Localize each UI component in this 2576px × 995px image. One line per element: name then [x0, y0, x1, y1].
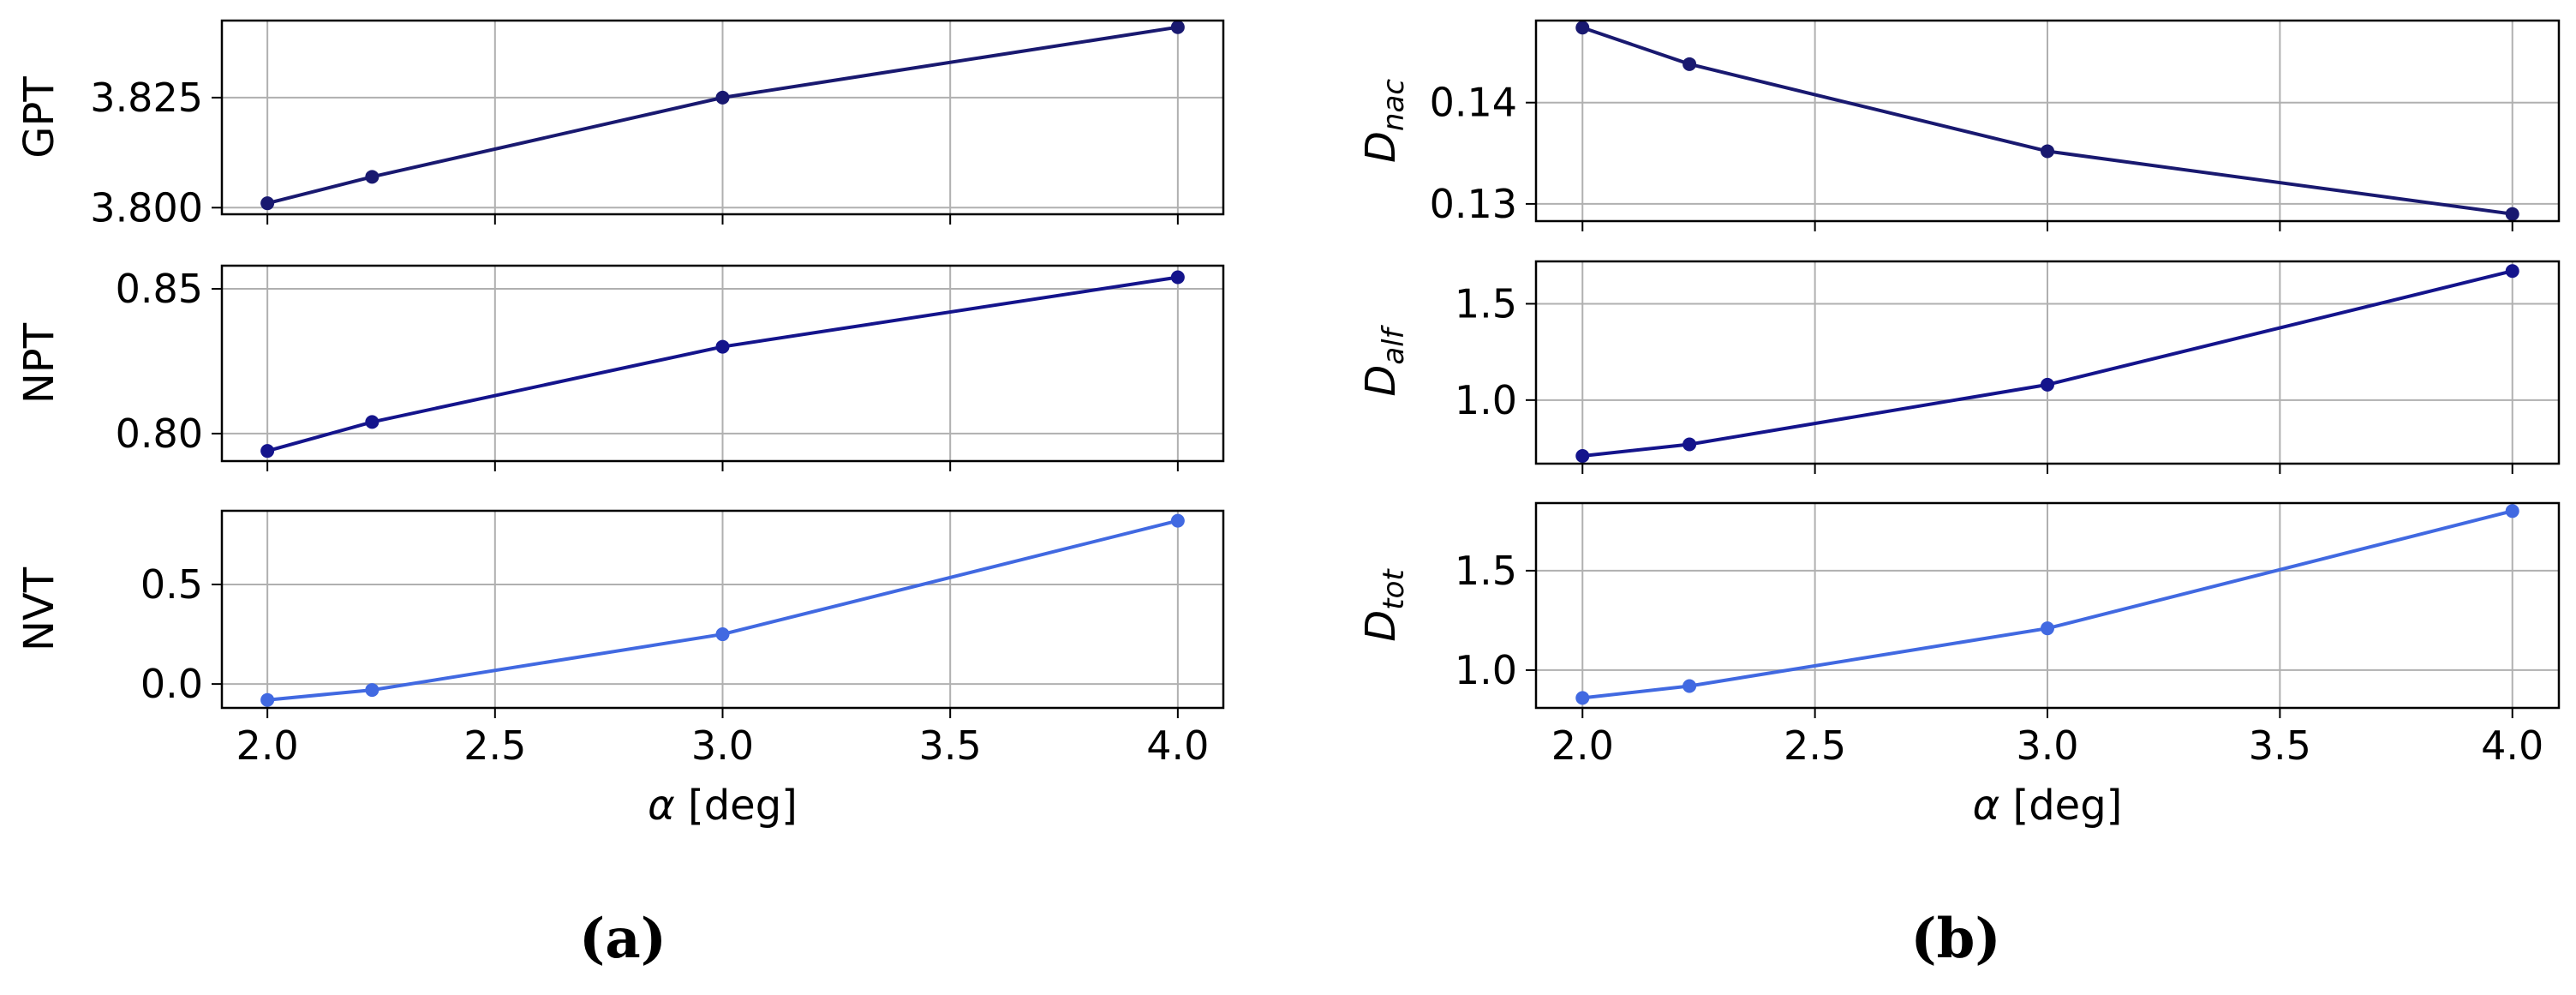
y-axis-label: GPT	[15, 76, 63, 159]
plot-frame	[1534, 501, 2561, 710]
chart-a-1: 3.800 3.825 GPT	[15, 19, 1225, 231]
data-point	[715, 90, 730, 105]
y-tick-label: 1.5	[1455, 280, 1517, 327]
x-tick-label: 3.0	[691, 722, 754, 769]
x-tick-label: 3.0	[2016, 722, 2078, 769]
data-point	[1170, 513, 1185, 528]
chart-b-1: 0.13 0.14 Dnac	[1357, 19, 2561, 231]
x-axis-label: α [deg]	[648, 782, 798, 830]
data-point	[260, 196, 275, 211]
data-point	[2505, 264, 2519, 279]
series-line	[1582, 509, 2513, 700]
plot-frame	[220, 19, 1225, 216]
chart-b-3: 2.0 2.5 3.0 3.5 4.0 1.0 1.5 Dtot α [deg]	[1357, 501, 2561, 830]
x-tick-label: 4.0	[1146, 722, 1209, 769]
plot-frame	[220, 264, 1225, 463]
caption-b: (b)	[1910, 907, 2001, 971]
y-tick-label: 0.5	[140, 561, 203, 608]
x-tick-label: 2.5	[1784, 722, 1846, 769]
data-point	[1575, 691, 1590, 705]
y-axis-label: NVT	[15, 566, 63, 651]
data-point	[2041, 144, 2054, 159]
data-point	[715, 339, 730, 354]
series-line	[266, 518, 1179, 702]
data-point	[365, 683, 380, 698]
data-point	[1682, 679, 1697, 693]
data-point	[2505, 207, 2519, 221]
y-axis-label: Dalf	[1357, 324, 1411, 396]
y-axis-label: Dnac	[1357, 79, 1411, 163]
x-tick-label: 2.0	[236, 722, 299, 769]
plot-frame	[220, 509, 1225, 710]
data-point	[1682, 437, 1697, 452]
y-tick-label: 0.13	[1430, 181, 1517, 227]
y-tick-label: 1.0	[1455, 377, 1517, 423]
y-tick-label: 0.0	[140, 661, 203, 707]
data-point	[365, 170, 380, 184]
data-point	[715, 627, 730, 642]
data-point	[1575, 21, 1590, 35]
plot-frame	[1534, 260, 2561, 465]
y-tick-label: 1.0	[1455, 647, 1517, 693]
y-tick-label: 1.5	[1455, 548, 1517, 594]
x-tick-label: 2.5	[463, 722, 526, 769]
data-point	[1170, 20, 1185, 34]
y-tick-label: 0.85	[116, 266, 203, 312]
chart-a-2: 0.80 0.85 NPT	[15, 264, 1225, 471]
y-tick-label: 3.800	[90, 184, 203, 231]
caption-a: (a)	[578, 907, 667, 971]
x-tick-label: 4.0	[2481, 722, 2543, 769]
y-tick-label: 0.14	[1430, 80, 1517, 126]
data-point	[260, 692, 275, 707]
x-axis-label: α [deg]	[1973, 782, 2123, 830]
data-point	[1170, 270, 1185, 285]
series-line	[1581, 26, 2513, 216]
y-axis-label: NPT	[15, 322, 63, 404]
x-tick-label: 3.5	[2249, 722, 2311, 769]
chart-a-3: 2.0 2.5 3.0 3.5 4.0 0.0 0.5 NVT α [deg]	[15, 509, 1225, 830]
series-line	[1582, 269, 2513, 458]
series-line	[266, 25, 1179, 206]
data-point	[365, 415, 380, 429]
y-axis-label: Dtot	[1357, 568, 1411, 642]
x-tick-label: 2.0	[1551, 722, 1614, 769]
data-point	[1682, 57, 1697, 71]
y-tick-label: 0.80	[116, 411, 203, 457]
data-point	[2041, 621, 2054, 636]
data-point	[2041, 377, 2054, 392]
data-point	[260, 444, 275, 459]
series-line	[266, 275, 1179, 453]
data-point	[2505, 504, 2519, 518]
plot-frame	[1534, 19, 2561, 223]
data-point	[1575, 449, 1590, 464]
chart-b-2: 1.0 1.5 Dalf	[1357, 260, 2561, 474]
y-tick-label: 3.825	[90, 75, 203, 121]
x-tick-label: 3.5	[919, 722, 982, 769]
